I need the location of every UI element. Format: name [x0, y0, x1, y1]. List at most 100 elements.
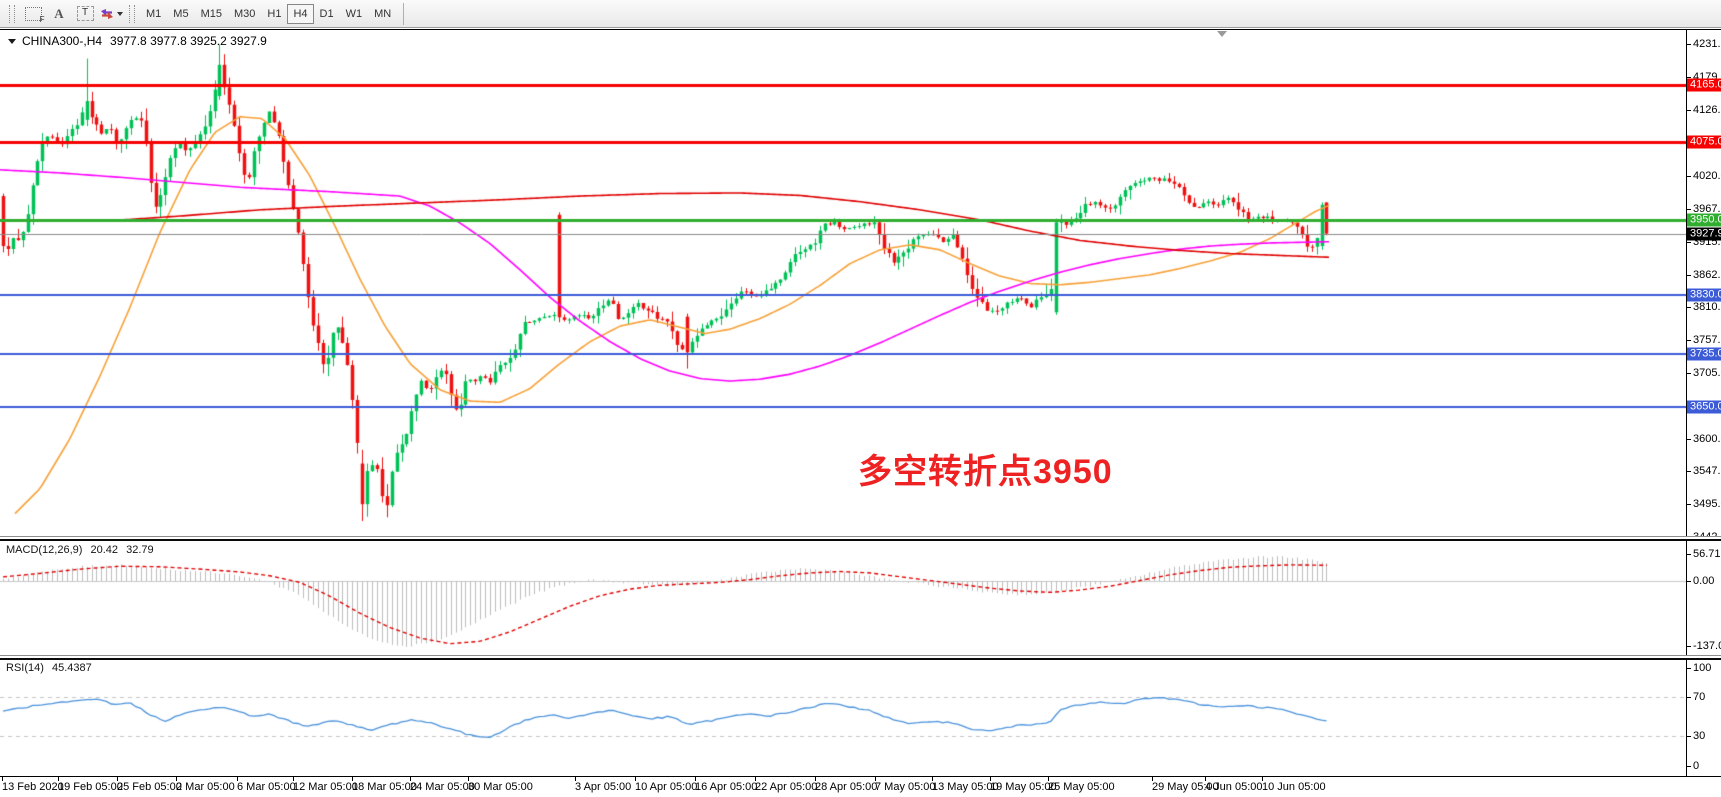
time-axis-label: 6 Mar 05:00 [237, 781, 296, 793]
price-tick-label: 3967.5 [1693, 202, 1721, 215]
price-tick-label: 4231.5 [1693, 37, 1721, 50]
time-axis-label: 18 Mar 05:00 [352, 781, 417, 793]
price-tick-label: 3547.5 [1693, 465, 1721, 478]
toolbar: F A T M1 M5 M15 M30 H1 H4 D1 W1 MN [0, 0, 1721, 28]
time-axis[interactable]: 13 Feb 2020 19 Feb 05:00 25 Feb 05:00 2 Mar… [0, 777, 1686, 797]
toolbar-separator [403, 2, 405, 25]
time-tick [117, 777, 118, 781]
price-axis-border [1686, 29, 1687, 777]
price-tick-label: 3810.0 [1693, 301, 1721, 314]
time-axis-label: 2 Mar 05:00 [176, 781, 235, 793]
time-tick [58, 777, 59, 781]
text-tool-icon[interactable]: A [54, 5, 64, 21]
macd-axis-label: 56.71 [1693, 548, 1721, 561]
price-line-badge: 3950.0 [1687, 213, 1721, 227]
price-tick-label: 4020.0 [1693, 170, 1721, 183]
rsi-axis-label: 70 [1693, 691, 1706, 704]
time-tick [2, 777, 3, 781]
time-tick [1152, 777, 1153, 781]
time-axis-label: 19 Feb 05:00 [58, 781, 123, 793]
time-tick [1205, 777, 1206, 781]
time-tick [875, 777, 876, 781]
time-axis-label: 13 Feb 2020 [2, 781, 64, 793]
price-tick-label: 3862.5 [1693, 268, 1721, 281]
time-axis-label: 7 May 05:00 [875, 781, 936, 793]
time-tick [755, 777, 756, 781]
price-tick-label: 3705.0 [1693, 366, 1721, 379]
rsi-value: 45.4387 [51, 662, 92, 674]
time-tick [237, 777, 238, 781]
rsi-name: RSI(14) [6, 662, 44, 674]
rsi-panel-separator[interactable] [0, 655, 1721, 660]
candlestick-chart[interactable] [0, 29, 1686, 777]
chart-annotation-text: 多空转折点3950 [858, 453, 1113, 491]
rsi-axis-label: 100 [1693, 662, 1712, 675]
price-tick-label: 4179.0 [1693, 70, 1721, 83]
timeframe-button-h1[interactable]: H1 [267, 7, 282, 20]
toolbar-grip[interactable] [9, 4, 15, 23]
time-axis-label: 24 Mar 05:00 [410, 781, 475, 793]
time-axis-label: 29 May 05:00 [1152, 781, 1219, 793]
rsi-indicator-label: RSI(14) 45.4387 [6, 662, 97, 674]
time-axis-label: 3 Apr 05:00 [575, 781, 632, 793]
time-tick [410, 777, 411, 781]
time-tick [352, 777, 353, 781]
price-line-badge: 4165.0 [1687, 78, 1721, 92]
arrows-dropdown-caret-icon[interactable] [117, 11, 123, 16]
time-axis-label: 25 May 05:00 [1048, 781, 1115, 793]
fibonacci-tool-icon[interactable]: F [20, 3, 46, 25]
time-axis-label: 10 Apr 05:00 [635, 781, 698, 793]
time-tick [695, 777, 696, 781]
time-tick [468, 777, 469, 781]
price-line-badge: 4075.0 [1687, 135, 1721, 149]
timeframe-button-d1[interactable]: D1 [319, 7, 334, 20]
time-axis-label: 16 Apr 05:00 [695, 781, 758, 793]
price-line-badge: 3830.0 [1687, 288, 1721, 302]
price-tick-label: 3915.0 [1693, 235, 1721, 248]
macd-name: MACD(12,26,9) [6, 544, 83, 556]
time-tick [575, 777, 576, 781]
timeframe-toolbar-grip[interactable] [129, 4, 135, 23]
time-tick [293, 777, 294, 781]
macd-panel-separator[interactable] [0, 536, 1721, 541]
symbol-dropdown-icon[interactable] [8, 38, 16, 44]
time-tick [932, 777, 933, 781]
price-tick-label: 3495.0 [1693, 498, 1721, 511]
time-axis-label: 4 Jun 05:00 [1205, 781, 1263, 793]
timeframe-button-m30[interactable]: M30 [233, 7, 256, 20]
label-tool-icon[interactable]: T [72, 3, 98, 25]
price-tick-label: 3757.5 [1693, 334, 1721, 347]
macd-signal-value: 32.79 [126, 544, 154, 556]
symbol-info-bar: CHINA300-,H4 3977.8 3977.8 3925.2 3927.9 [8, 34, 267, 48]
symbol-name: CHINA300-,H4 [22, 34, 103, 48]
timeframe-button-mn[interactable]: MN [374, 7, 392, 20]
price-line-badge: 3735.0 [1687, 347, 1721, 361]
time-tick [1048, 777, 1049, 781]
time-tick [1262, 777, 1263, 781]
time-axis-label: 13 May 05:00 [932, 781, 999, 793]
price-line-badge: 3927.9 [1687, 227, 1721, 241]
ohlc-values: 3977.8 3977.8 3925.2 3927.9 [110, 34, 267, 48]
rsi-axis-label: 0 [1693, 759, 1700, 772]
arrows-icon [101, 8, 113, 19]
time-tick [635, 777, 636, 781]
time-tick [990, 777, 991, 781]
chart-shift-icon[interactable] [1217, 31, 1227, 37]
arrows-tool-icon[interactable] [98, 3, 124, 25]
macd-indicator-label: MACD(12,26,9) 20.42 32.79 [6, 544, 159, 556]
timeframe-button-m1[interactable]: M1 [146, 7, 162, 20]
timeframe-button-w1[interactable]: W1 [345, 7, 363, 20]
time-axis-label: 25 Feb 05:00 [117, 781, 182, 793]
timeframe-button-h4[interactable]: H4 [287, 3, 314, 24]
timeframe-button-m15[interactable]: M15 [200, 7, 222, 20]
price-line-badge: 3650.0 [1687, 400, 1721, 414]
time-axis-label: 19 May 05:00 [990, 781, 1057, 793]
time-tick [815, 777, 816, 781]
time-axis-label: 30 Mar 05:00 [468, 781, 533, 793]
time-axis-label: 28 Apr 05:00 [815, 781, 878, 793]
price-tick-label: 4126.5 [1693, 103, 1721, 116]
time-axis-label: 12 Mar 05:00 [293, 781, 358, 793]
timeframe-button-m5[interactable]: M5 [173, 7, 189, 20]
macd-main-value: 20.42 [90, 544, 119, 556]
